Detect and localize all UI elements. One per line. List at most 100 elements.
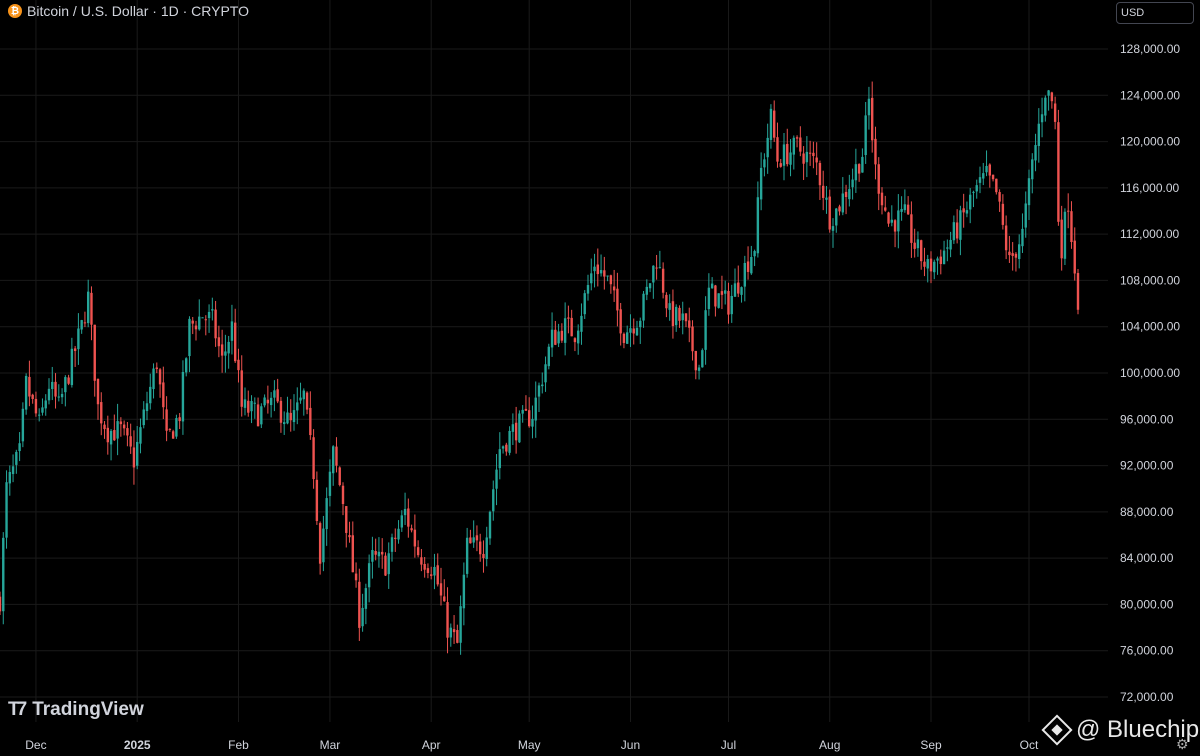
candle-body — [1047, 90, 1050, 96]
candle-body — [606, 275, 609, 277]
candle-body — [1076, 273, 1080, 310]
candle-body — [8, 471, 11, 484]
candle-body — [312, 437, 315, 480]
candle-body — [41, 407, 44, 413]
candle-body — [318, 523, 322, 564]
candle-body — [149, 386, 152, 404]
candle-body — [289, 412, 292, 421]
candle-body — [70, 348, 74, 386]
candle-body — [933, 261, 936, 273]
candle-body — [1037, 123, 1040, 147]
candle-body — [305, 392, 309, 410]
candle-body — [626, 332, 629, 344]
candle-body — [1073, 240, 1076, 274]
candle-body — [733, 283, 737, 297]
candle-body — [929, 258, 933, 272]
time-tick-label: Aug — [819, 738, 840, 752]
gear-icon[interactable]: ⚙ — [1176, 736, 1189, 752]
candle-body — [864, 115, 867, 156]
candle-body — [214, 309, 217, 339]
candle-body — [1070, 211, 1073, 243]
candle-body — [224, 351, 227, 356]
candle-body — [897, 210, 900, 232]
candle-body — [612, 286, 616, 291]
candle-body — [11, 466, 15, 475]
candle-body — [609, 275, 613, 285]
candle-body — [162, 382, 165, 408]
candle-body — [661, 268, 665, 293]
price-tick-label: 84,000.00 — [1120, 551, 1174, 565]
candlestick-series — [0, 81, 1080, 655]
candle-body — [475, 535, 479, 541]
candle-body — [1060, 219, 1063, 259]
candle-body — [714, 285, 717, 307]
candle-body — [5, 482, 8, 538]
candle-body — [652, 265, 655, 283]
candle-body — [541, 384, 544, 387]
candle-body — [583, 293, 586, 315]
candle-body — [969, 194, 972, 210]
currency-value: USD — [1121, 7, 1145, 19]
candle-body — [877, 164, 880, 194]
price-tick-label: 100,000.00 — [1120, 366, 1180, 380]
candle-body — [995, 178, 998, 193]
candle-body — [220, 344, 224, 356]
candle-body — [439, 583, 443, 596]
candle-body — [697, 367, 701, 371]
time-tick-label: Jun — [621, 738, 640, 752]
candle-body — [998, 192, 1001, 202]
candle-body — [825, 197, 828, 200]
candle-body — [580, 315, 583, 332]
candle-body — [1004, 225, 1008, 251]
candle-body — [283, 422, 286, 425]
candle-body — [619, 309, 622, 334]
candle-body — [488, 511, 492, 539]
candle-body — [498, 449, 501, 469]
candle-body — [400, 515, 403, 528]
candle-body — [962, 208, 965, 213]
candle-body — [599, 270, 603, 274]
time-axis[interactable]: Dec 2025 Feb Mar Apr May Jun Jul Aug Sep Oct — [25, 738, 1039, 752]
candle-body — [328, 471, 332, 496]
price-tick-label: 112,000.00 — [1120, 227, 1179, 241]
bluechip-watermark: @ Bluechip — [1041, 714, 1199, 746]
candle-body — [893, 220, 897, 232]
candle-body — [371, 550, 374, 562]
candle-body — [315, 479, 319, 521]
time-tick-label: Apr — [422, 738, 441, 752]
symbol-header[interactable]: ₿ Bitcoin / U.S. Dollar · 1D · CRYPTO — [8, 3, 249, 19]
candle-body — [96, 378, 100, 405]
price-axis[interactable]: 72,000.00 76,000.00 80,000.00 84,000.00 88,0… — [1120, 42, 1180, 704]
candle-body — [1050, 92, 1054, 102]
candle-body — [746, 261, 750, 272]
candle-body — [942, 250, 946, 265]
candle-body — [727, 290, 730, 315]
candle-body — [247, 400, 250, 413]
time-tick-label: Feb — [228, 738, 249, 752]
candle-body — [678, 307, 681, 321]
candle-body — [348, 535, 351, 538]
candle-body — [279, 400, 283, 423]
candle-body — [776, 137, 779, 162]
currency-select[interactable]: USD — [1116, 2, 1194, 24]
candle-body — [211, 309, 214, 311]
candle-body — [266, 399, 270, 404]
candle-body — [456, 630, 459, 643]
candle-body — [24, 375, 28, 410]
candle-body — [469, 537, 472, 544]
candle-body — [524, 408, 528, 411]
candle-body — [234, 322, 237, 362]
tradingview-logo: T7 TradingView — [8, 699, 144, 721]
candle-body — [462, 574, 466, 609]
candle-body — [812, 152, 815, 157]
candle-body — [978, 177, 982, 183]
candle-body — [351, 535, 354, 573]
candle-body — [80, 320, 83, 330]
candle-body — [645, 286, 648, 295]
candle-body — [171, 431, 175, 439]
candle-body — [374, 550, 377, 555]
candle-body — [815, 157, 818, 163]
candle-body — [1021, 228, 1024, 247]
candle-body — [345, 506, 348, 533]
